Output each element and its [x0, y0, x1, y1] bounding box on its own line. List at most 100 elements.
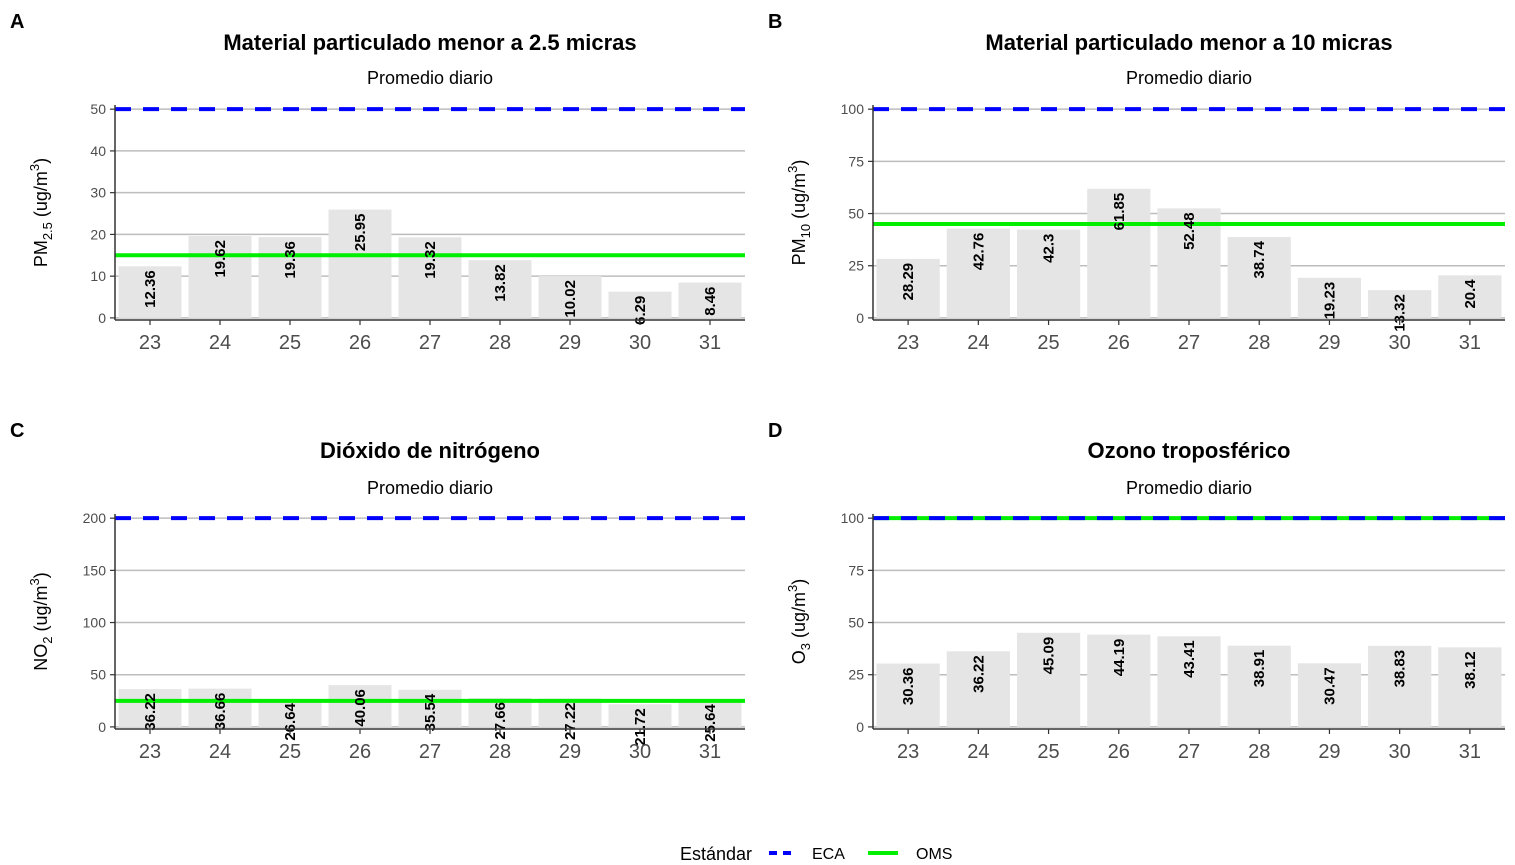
bar-value-label: 27.22	[562, 703, 579, 741]
x-tick-label: 25	[1037, 332, 1059, 354]
bar	[118, 266, 182, 318]
bar-value-label: 42.3	[1041, 234, 1058, 263]
x-tick-label: 24	[967, 332, 989, 354]
x-tick-label: 26	[349, 332, 371, 354]
bar-value-label: 36.22	[970, 655, 987, 693]
bar-value-label: 8.46	[702, 287, 719, 316]
x-tick-label: 30	[629, 332, 651, 354]
bar	[1016, 632, 1081, 727]
bar-value-label: 13.82	[492, 264, 509, 302]
x-tick-label: 27	[419, 741, 441, 763]
bar	[1087, 634, 1151, 727]
x-tick-label: 29	[1318, 332, 1340, 354]
panel-letter: B	[768, 11, 782, 33]
y-axis-label: NO2 (ug/m3)	[27, 572, 55, 670]
x-tick-label: 27	[1178, 741, 1200, 763]
y-tick-label: 200	[83, 510, 107, 526]
bar-value-label: 19.62	[212, 240, 229, 278]
bar-value-label: 42.76	[970, 233, 987, 271]
y-tick-label: 0	[98, 719, 106, 735]
chart-panel-c: C Dióxido de nitrógeno Promedio diario 0 50 1…	[10, 420, 745, 763]
bar	[398, 237, 462, 318]
x-tick-label: 29	[559, 332, 581, 354]
x-tick-label: 23	[139, 741, 161, 763]
chart-title: Material particulado menor a 2.5 micras	[223, 30, 636, 55]
bar	[1157, 636, 1221, 727]
bar-value-label: 38.74	[1251, 240, 1268, 278]
y-tick-label: 40	[90, 143, 106, 159]
bar-value-label: 38.12	[1462, 651, 1479, 689]
bar-value-label: 27.66	[492, 702, 509, 740]
panels-container: A Material particulado menor a 2.5 micras…	[10, 11, 1505, 763]
chart-subtitle: Promedio diario	[1126, 68, 1252, 88]
y-tick-label: 25	[848, 258, 864, 274]
legend-eca-label: ECA	[812, 846, 845, 863]
bar-value-label: 19.23	[1321, 282, 1338, 320]
bar-value-label: 26.64	[282, 702, 299, 740]
bar-value-label: 38.83	[1392, 650, 1409, 688]
bar-value-label: 38.91	[1251, 650, 1268, 688]
bar	[1157, 208, 1221, 318]
bar-value-label: 10.02	[562, 280, 579, 318]
bar	[608, 704, 672, 727]
x-tick-label: 23	[897, 332, 919, 354]
legend: Estándar ECA OMS	[680, 844, 953, 864]
chart-panel-d: D Ozono troposférico Promedio diario 0 25 50 7…	[768, 420, 1505, 763]
bar-value-label: 30.47	[1321, 667, 1338, 705]
panel-letter: D	[768, 420, 782, 442]
x-tick-label: 30	[1389, 741, 1411, 763]
bar-value-label: 6.29	[632, 296, 649, 325]
x-tick-label: 25	[279, 741, 301, 763]
x-tick-label: 23	[139, 332, 161, 354]
y-axis-label: O3 (ug/m3)	[785, 579, 813, 665]
bar-value-label: 35.54	[422, 693, 439, 731]
y-tick-label: 20	[90, 226, 106, 242]
bar	[1438, 647, 1502, 727]
bar-value-label: 21.72	[632, 708, 649, 746]
bar	[608, 291, 672, 318]
bar-value-label: 30.36	[900, 668, 917, 706]
y-tick-label: 50	[90, 667, 106, 683]
bar	[678, 700, 742, 727]
y-tick-label: 50	[848, 615, 864, 631]
x-tick-label: 27	[1178, 332, 1200, 354]
x-tick-label: 23	[897, 741, 919, 763]
x-tick-label: 31	[699, 332, 721, 354]
bar-value-label: 61.85	[1111, 193, 1128, 231]
x-tick-label: 25	[1037, 741, 1059, 763]
bar	[1227, 645, 1291, 727]
bar	[946, 228, 1010, 318]
bar	[876, 663, 940, 727]
y-tick-label: 75	[848, 562, 864, 578]
bar	[1438, 275, 1502, 318]
bar-value-label: 20.4	[1462, 279, 1479, 309]
x-tick-label: 24	[209, 332, 231, 354]
bar	[258, 699, 322, 727]
x-tick-label: 24	[209, 741, 231, 763]
bar	[1297, 663, 1362, 727]
panel-letter: A	[10, 11, 24, 33]
x-tick-label: 28	[1248, 332, 1270, 354]
x-tick-label: 28	[1248, 741, 1270, 763]
x-tick-label: 24	[967, 741, 989, 763]
y-tick-label: 100	[841, 510, 865, 526]
x-tick-label: 27	[419, 332, 441, 354]
y-tick-label: 100	[83, 615, 107, 631]
legend-oms-label: OMS	[916, 846, 952, 863]
bar	[188, 688, 252, 727]
bar-value-label: 45.09	[1041, 637, 1058, 675]
x-tick-label: 30	[629, 741, 651, 763]
y-tick-label: 150	[83, 562, 107, 578]
x-tick-label: 25	[279, 332, 301, 354]
y-axis-label: PM2.5 (ug/m3)	[27, 158, 55, 267]
chart-panel-a: A Material particulado menor a 2.5 micras…	[10, 11, 745, 354]
x-tick-label: 26	[1108, 741, 1130, 763]
bar-value-label: 19.32	[422, 241, 439, 279]
bar	[1368, 290, 1432, 318]
y-tick-label: 0	[856, 310, 864, 326]
y-tick-label: 0	[856, 719, 864, 735]
chart-subtitle: Promedio diario	[1126, 478, 1252, 498]
bar	[468, 698, 532, 727]
y-tick-label: 50	[90, 101, 106, 117]
